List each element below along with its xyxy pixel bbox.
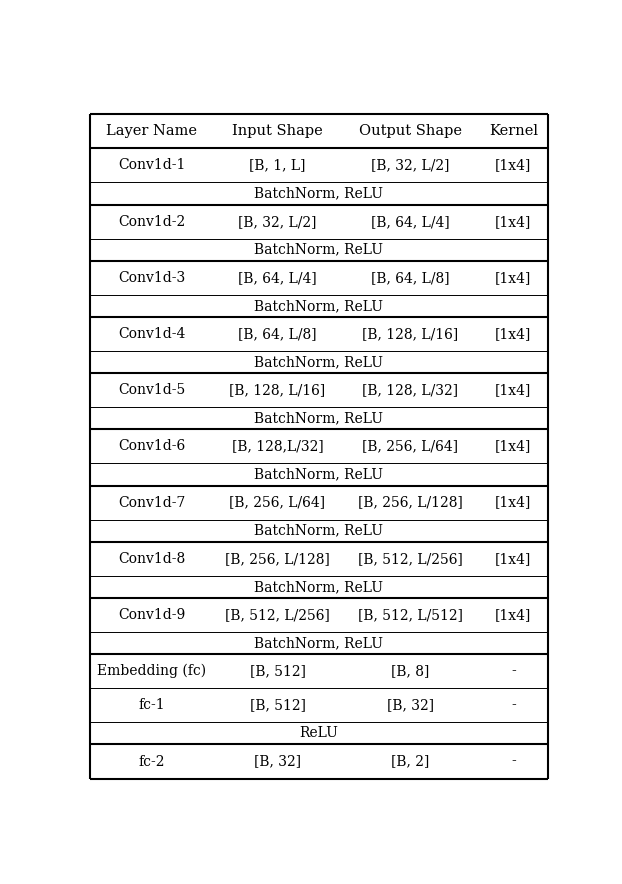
Text: [1x4]: [1x4] (495, 439, 532, 453)
Text: [B, 128, L/16]: [B, 128, L/16] (362, 327, 458, 341)
Text: [B, 512, L/256]: [B, 512, L/256] (358, 552, 463, 566)
Text: -: - (511, 664, 516, 678)
Text: [B, 128,L/32]: [B, 128,L/32] (231, 439, 323, 453)
Text: ReLU: ReLU (299, 727, 338, 741)
Text: Conv1d-1: Conv1d-1 (118, 158, 185, 172)
Text: [1x4]: [1x4] (495, 496, 532, 509)
Text: Conv1d-7: Conv1d-7 (118, 496, 185, 509)
Text: [B, 32, L/2]: [B, 32, L/2] (371, 158, 450, 172)
Text: Embedding (fc): Embedding (fc) (97, 664, 206, 678)
Text: BatchNorm, ReLU: BatchNorm, ReLU (254, 355, 383, 370)
Text: Kernel: Kernel (489, 125, 538, 138)
Text: BatchNorm, ReLU: BatchNorm, ReLU (254, 243, 383, 256)
Text: Conv1d-8: Conv1d-8 (118, 552, 185, 566)
Text: [B, 512, L/256]: [B, 512, L/256] (225, 608, 330, 622)
Text: [B, 128, L/16]: [B, 128, L/16] (230, 384, 326, 397)
Text: [B, 256, L/128]: [B, 256, L/128] (225, 552, 330, 566)
Text: BatchNorm, ReLU: BatchNorm, ReLU (254, 523, 383, 537)
Text: Input Shape: Input Shape (232, 125, 323, 138)
Text: [B, 256, L/64]: [B, 256, L/64] (362, 439, 458, 453)
Text: [1x4]: [1x4] (495, 327, 532, 341)
Text: [B, 512]: [B, 512] (249, 698, 305, 713)
Text: fc-2: fc-2 (138, 755, 165, 768)
Text: [B, 64, L/4]: [B, 64, L/4] (371, 215, 450, 229)
Text: [1x4]: [1x4] (495, 271, 532, 285)
Text: -: - (511, 755, 516, 768)
Text: Conv1d-4: Conv1d-4 (118, 327, 185, 341)
Text: [B, 512]: [B, 512] (249, 664, 305, 678)
Text: Conv1d-9: Conv1d-9 (118, 608, 185, 622)
Text: BatchNorm, ReLU: BatchNorm, ReLU (254, 580, 383, 594)
Text: [B, 8]: [B, 8] (391, 664, 430, 678)
Text: fc-1: fc-1 (138, 698, 165, 713)
Text: BatchNorm, ReLU: BatchNorm, ReLU (254, 411, 383, 425)
Text: BatchNorm, ReLU: BatchNorm, ReLU (254, 468, 383, 482)
Text: [B, 2]: [B, 2] (391, 755, 430, 768)
Text: [1x4]: [1x4] (495, 552, 532, 566)
Text: Conv1d-6: Conv1d-6 (118, 439, 185, 453)
Text: BatchNorm, ReLU: BatchNorm, ReLU (254, 187, 383, 201)
Text: BatchNorm, ReLU: BatchNorm, ReLU (254, 299, 383, 313)
Text: [B, 32]: [B, 32] (387, 698, 434, 713)
Text: [1x4]: [1x4] (495, 384, 532, 397)
Text: BatchNorm, ReLU: BatchNorm, ReLU (254, 636, 383, 650)
Text: Layer Name: Layer Name (106, 125, 197, 138)
Text: Conv1d-5: Conv1d-5 (118, 384, 185, 397)
Text: -: - (511, 698, 516, 713)
Text: [B, 64, L/4]: [B, 64, L/4] (238, 271, 317, 285)
Text: [B, 64, L/8]: [B, 64, L/8] (238, 327, 317, 341)
Text: [B, 512, L/512]: [B, 512, L/512] (358, 608, 463, 622)
Text: [1x4]: [1x4] (495, 608, 532, 622)
Text: [B, 128, L/32]: [B, 128, L/32] (362, 384, 458, 397)
Text: Conv1d-2: Conv1d-2 (118, 215, 185, 229)
Text: [B, 64, L/8]: [B, 64, L/8] (371, 271, 450, 285)
Text: Conv1d-3: Conv1d-3 (118, 271, 185, 285)
Text: [1x4]: [1x4] (495, 158, 532, 172)
Text: [B, 256, L/64]: [B, 256, L/64] (230, 496, 326, 509)
Text: Output Shape: Output Shape (359, 125, 462, 138)
Text: [B, 1, L]: [B, 1, L] (249, 158, 306, 172)
Text: [B, 32, L/2]: [B, 32, L/2] (238, 215, 317, 229)
Text: [B, 256, L/128]: [B, 256, L/128] (358, 496, 463, 509)
Text: [1x4]: [1x4] (495, 215, 532, 229)
Text: [B, 32]: [B, 32] (254, 755, 301, 768)
